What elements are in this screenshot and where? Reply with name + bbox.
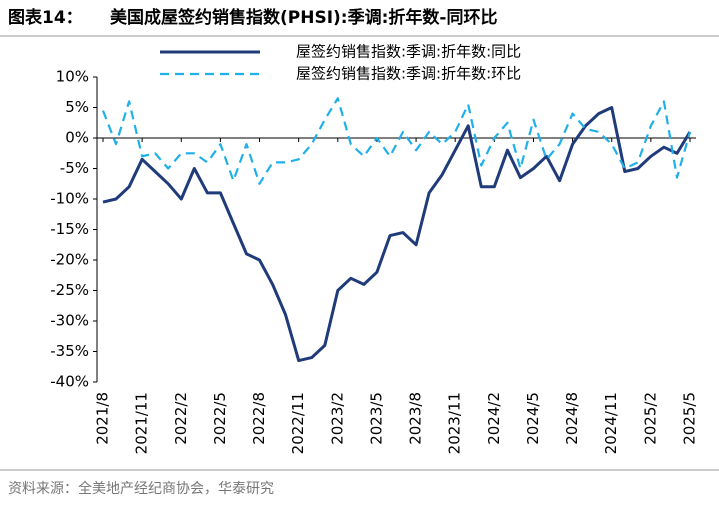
x-tick-label: 2025/2 — [641, 392, 659, 445]
x-tick-label: 2021/11 — [133, 392, 151, 454]
x-tick-label: 2023/8 — [407, 392, 425, 445]
x-tick-label: 2023/2 — [328, 392, 346, 445]
legend-label: 屋签约销售指数:季调:折年数:同比 — [296, 43, 521, 61]
chart-title: 美国成屋签约销售指数(PHSI):季调:折年数-同环比 — [110, 7, 497, 28]
y-tick-label: 5% — [65, 98, 89, 116]
series-line — [101, 97, 692, 185]
y-tick-label: -10% — [50, 190, 89, 208]
x-tick-label: 2024/2 — [485, 392, 503, 445]
y-tick-label: -40% — [50, 373, 89, 391]
x-tick-label: 2024/11 — [602, 392, 620, 454]
source: 资料来源：全美地产经纪商协会，华泰研究 — [8, 480, 274, 497]
y-tick-label: 10% — [56, 68, 89, 86]
series-line — [102, 106, 692, 363]
y-tick-label: -35% — [50, 342, 89, 360]
x-tick-label: 2022/11 — [289, 392, 307, 454]
y-tick-label: -20% — [50, 251, 89, 269]
x-tick-label: 2022/5 — [211, 392, 229, 445]
y-tick-label: 0% — [65, 129, 89, 147]
x-tick-label: 2022/2 — [172, 392, 190, 445]
x-tick-label: 2022/8 — [250, 392, 268, 445]
y-tick-label: -15% — [50, 220, 89, 238]
y-tick-label: -5% — [60, 159, 89, 177]
x-tick-label: 2024/8 — [563, 392, 581, 445]
x-tick-label: 2025/5 — [681, 392, 699, 445]
y-tick-label: -30% — [50, 312, 89, 330]
x-tick-label: 2023/5 — [367, 392, 385, 445]
legend-label: 屋签约销售指数:季调:折年数:环比 — [296, 65, 521, 83]
x-tick-label: 2024/5 — [524, 392, 542, 445]
x-tick-label: 2023/11 — [446, 392, 464, 454]
x-tick-label: 2021/8 — [94, 392, 112, 445]
y-tick-label: -25% — [50, 281, 89, 299]
chart-label: 图表14： — [8, 7, 83, 28]
